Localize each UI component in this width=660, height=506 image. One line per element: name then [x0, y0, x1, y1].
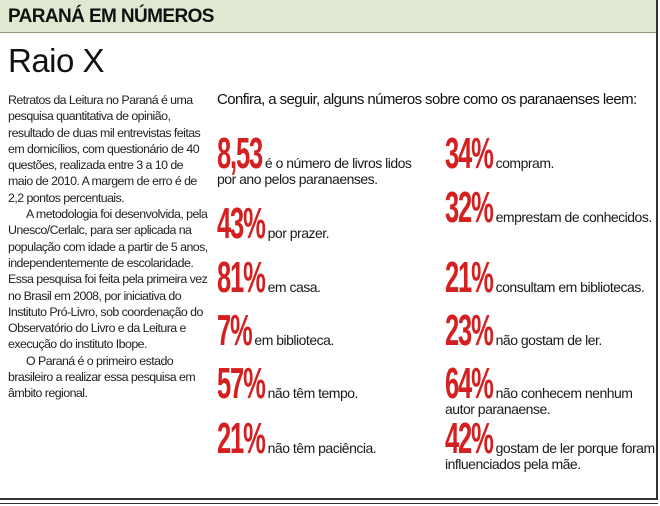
- stat-item: 57% não têm tempo.: [217, 359, 432, 408]
- stat-value: 23%: [445, 306, 494, 355]
- stat-value: 64%: [445, 359, 494, 408]
- stat-value: 81%: [217, 253, 266, 302]
- stat-text: gostam de ler porque foram influenciados…: [445, 440, 655, 472]
- stat-text: não conhecem nenhum autor paranaense.: [445, 385, 633, 417]
- stat-value: 21%: [217, 414, 266, 463]
- stat-text: não têm paciência.: [267, 440, 377, 456]
- stat-text: compram.: [495, 155, 555, 171]
- stats-intro: Confira, a seguir, alguns números sobre …: [217, 91, 637, 108]
- paragraph: Retratos da Leitura no Paraná é uma pesq…: [8, 93, 201, 205]
- stat-value: 34%: [445, 129, 494, 178]
- paragraph: A metodologia foi desenvolvida, pela Une…: [8, 207, 208, 352]
- stat-item: 21% consultam em bibliotecas.: [445, 253, 660, 302]
- stat-text: em biblioteca.: [254, 332, 334, 348]
- article-body: Retratos da Leitura no Paraná é uma pesq…: [8, 92, 208, 402]
- page-title: Raio X: [8, 42, 105, 79]
- paragraph: O Paraná é o primeiro estado brasileiro …: [8, 353, 196, 401]
- stat-text: é o número de livros lidos por ano pelos…: [217, 155, 412, 187]
- stat-item: 43% por prazer.: [217, 199, 432, 248]
- stat-item: 42% gostam de ler porque foram influencia…: [445, 414, 660, 473]
- stat-value: 32%: [445, 183, 494, 232]
- stat-item: 21% não têm paciência.: [217, 414, 432, 463]
- stat-text: consultam em bibliotecas.: [495, 279, 645, 295]
- stat-value: 43%: [217, 199, 266, 248]
- stat-text: emprestam de conhecidos.: [495, 209, 653, 225]
- stat-item: 7% em biblioteca.: [217, 306, 432, 355]
- stat-item: 81% em casa.: [217, 253, 432, 302]
- stat-value: 7%: [217, 306, 253, 355]
- stat-item: 34% compram.: [445, 129, 660, 178]
- stat-text: não gostam de ler.: [495, 332, 603, 348]
- stat-value: 57%: [217, 359, 266, 408]
- stat-item: 32% emprestam de conhecidos.: [445, 183, 660, 232]
- stat-item: 8,53 é o número de livros lidos por ano p…: [217, 129, 432, 188]
- stat-text: em casa.: [267, 279, 321, 295]
- stat-value: 8,53: [217, 129, 263, 178]
- section-header: PARANÁ EM NÚMEROS: [0, 0, 656, 33]
- section-title: PARANÁ EM NÚMEROS: [8, 6, 214, 27]
- stat-item: 64% não conhecem nenhum autor paranaense.: [445, 359, 660, 418]
- stat-value: 21%: [445, 253, 494, 302]
- stat-text: não têm tempo.: [267, 385, 359, 401]
- stat-value: 42%: [445, 414, 494, 463]
- bottom-rule: [0, 498, 658, 504]
- stat-item: 23% não gostam de ler.: [445, 306, 660, 355]
- stat-text: por prazer.: [267, 225, 330, 241]
